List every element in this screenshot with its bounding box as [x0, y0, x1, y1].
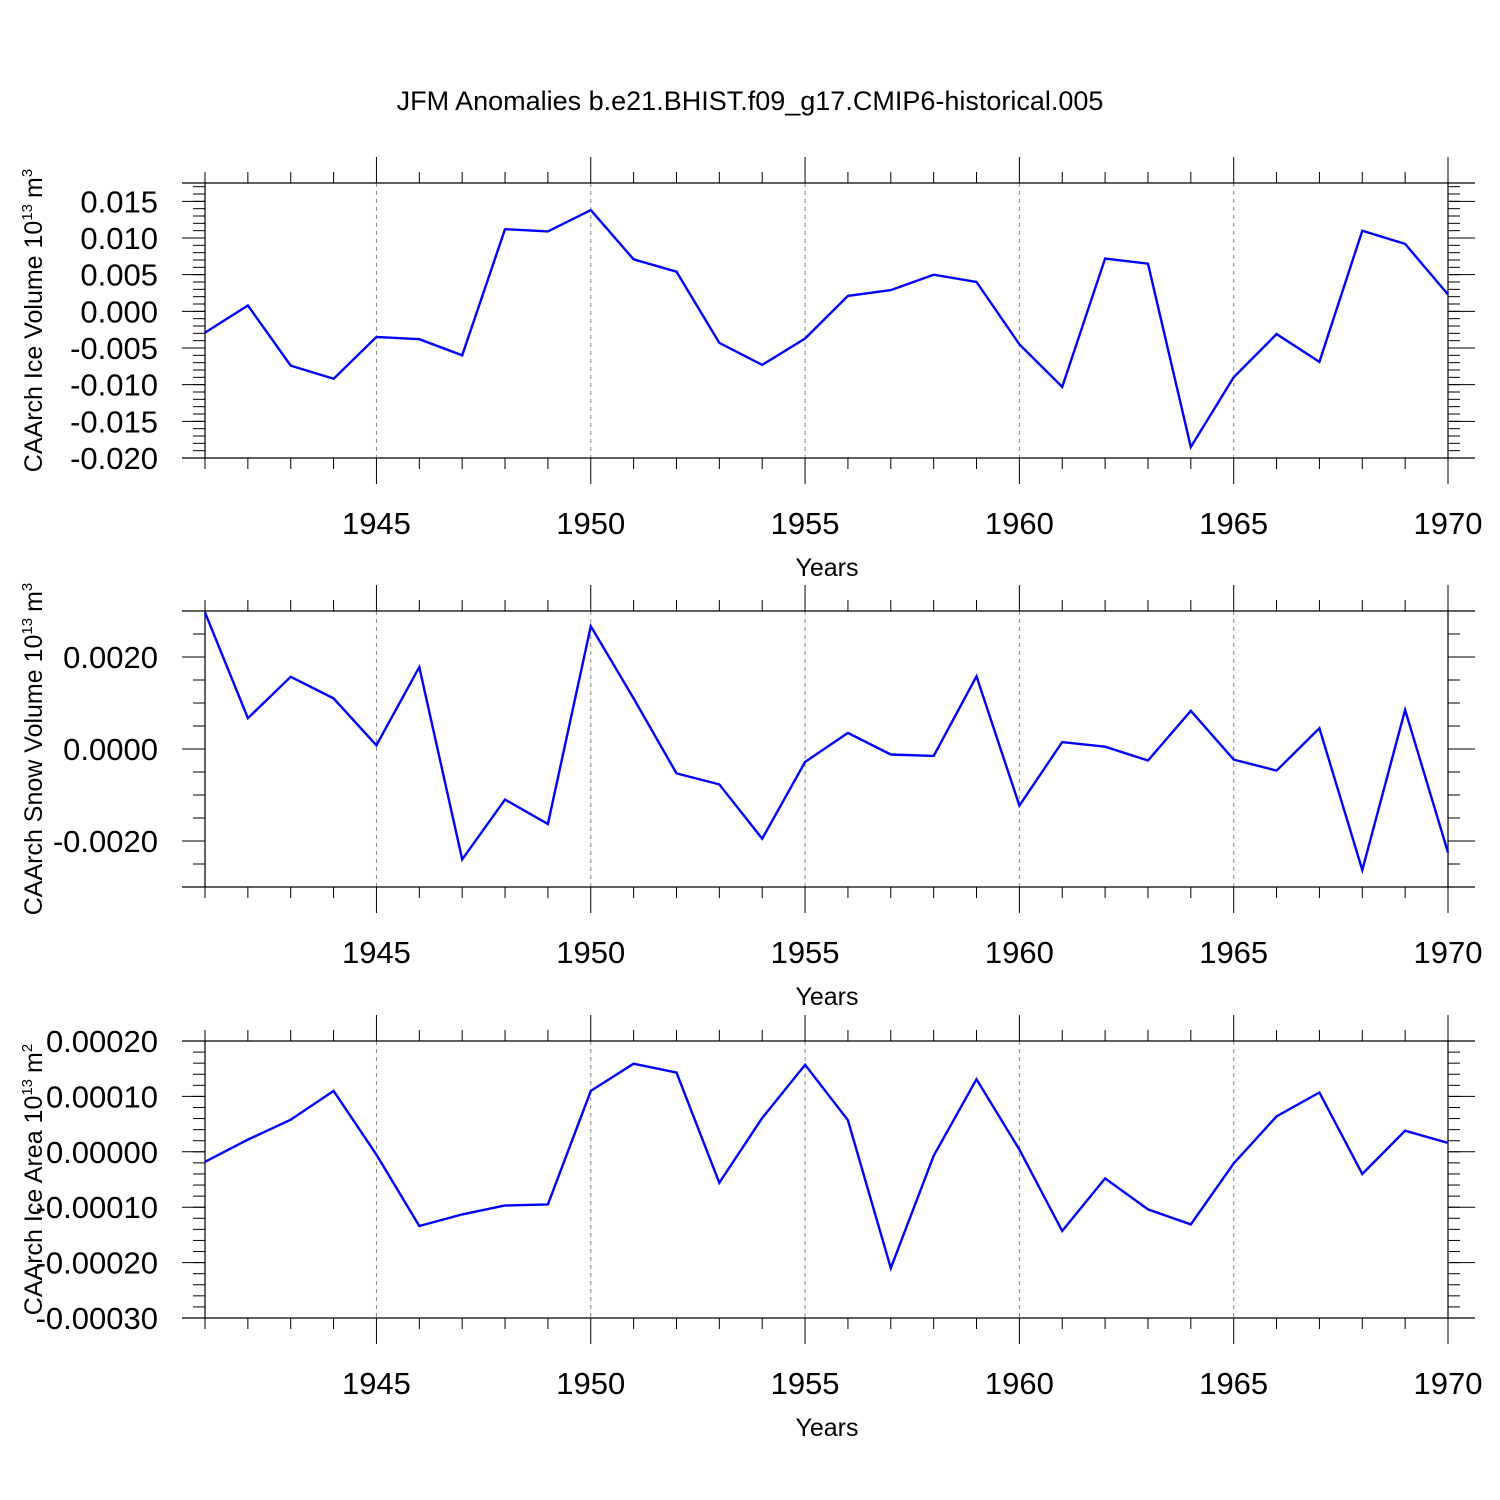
x-tick-label: 1970: [1414, 506, 1483, 541]
y-axis-title-unit: m: [20, 591, 48, 612]
y-tick-label: -0.020: [70, 441, 158, 476]
y-axis-title-unit-exponent: 3: [19, 169, 36, 177]
y-tick-label: 0.005: [80, 258, 158, 293]
x-tick-label: 1965: [1199, 506, 1268, 541]
y-axis-title-exponent: 13: [19, 204, 36, 221]
x-tick-label: 1960: [985, 506, 1054, 541]
x-tick-label: 1970: [1414, 935, 1483, 970]
y-tick-label: 0.00020: [46, 1024, 158, 1059]
x-tick-label: 1955: [771, 1366, 840, 1401]
x-axis-title: Years: [795, 554, 858, 582]
y-axis-title-exponent: 13: [19, 618, 36, 635]
y-tick-label: -0.0020: [53, 824, 158, 859]
x-tick-label: 1960: [985, 935, 1054, 970]
chart-panels: 1945 1950 1955 1960 1965 19700.0150.0100.0050…: [19, 157, 1482, 1442]
x-tick-label: 1945: [342, 506, 411, 541]
y-tick-label: 0.0000: [63, 732, 158, 767]
y-axis-title: CAArch Ice Area 1013 m2: [19, 1044, 48, 1315]
y-tick-label: 0.0020: [63, 640, 158, 675]
data-series-line: [203, 611, 1450, 875]
x-tick-label: 1965: [1199, 935, 1268, 970]
x-tick-label: 1945: [342, 935, 411, 970]
y-tick-label: 0.010: [80, 221, 158, 256]
y-axis-title-unit-exponent: 3: [19, 583, 36, 591]
y-axis-title-exponent: 13: [19, 1079, 36, 1096]
x-tick-label: 1950: [556, 1366, 625, 1401]
x-tick-label: 1955: [771, 506, 840, 541]
y-tick-label: -0.005: [70, 331, 158, 366]
y-axis-title-unit: m: [20, 1052, 48, 1073]
y-tick-label: -0.00010: [36, 1190, 158, 1225]
y-tick-label: -0.015: [70, 404, 158, 439]
y-axis-title-unit: m: [20, 177, 48, 198]
y-axis-title: CAArch Snow Volume 1013 m3: [19, 583, 48, 916]
y-axis-title-main: CAArch Ice Volume 10: [20, 221, 48, 473]
x-tick-label: 1945: [342, 1366, 411, 1401]
x-tick-label: 1955: [771, 935, 840, 970]
x-axis-title: Years: [795, 1414, 858, 1442]
y-axis-title: CAArch Ice Volume 1013 m3: [19, 169, 48, 472]
y-tick-label: -0.010: [70, 368, 158, 403]
y-tick-label: 0.015: [80, 184, 158, 219]
x-axis-title: Years: [795, 983, 858, 1011]
y-axis-title-main: CAArch Ice Area 10: [20, 1096, 48, 1316]
data-series-line: [204, 208, 1449, 451]
panel-2: 1945 1950 1955 1960 1965 1970 0.0020 0.0000 -0.0…: [19, 583, 1482, 1011]
x-tick-label: 1950: [556, 935, 625, 970]
y-tick-label: 0.00010: [46, 1079, 158, 1114]
y-tick-label: 0.00000: [46, 1135, 158, 1170]
y-tick-label: -0.00020: [36, 1246, 158, 1281]
panel-1: 1945 1950 1955 1960 1965 1970 0.0150.0100.0050…: [19, 157, 1482, 582]
x-tick-label: 1960: [985, 1366, 1054, 1401]
panel-3: 1945 1950 1955 1960 1965 1970 0.00020 0.00010 0.…: [19, 1015, 1482, 1442]
figure-title: JFM Anomalies b.e21.BHIST.f09_g17.CMIP6-…: [397, 86, 1104, 116]
y-axis-title-main: CAArch Snow Volume 10: [20, 635, 48, 916]
data-series-line: [204, 1062, 1449, 1272]
y-tick-label: 0.000: [80, 294, 158, 329]
y-tick-label: -0.00030: [36, 1301, 158, 1336]
x-tick-label: 1950: [556, 506, 625, 541]
x-tick-label: 1970: [1414, 1366, 1483, 1401]
x-tick-label: 1965: [1199, 1366, 1268, 1401]
y-axis-title-unit-exponent: 2: [19, 1044, 36, 1052]
